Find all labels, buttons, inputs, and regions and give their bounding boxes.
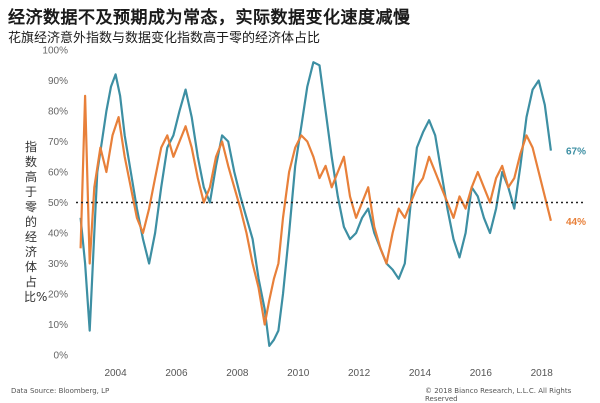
chart-title: 经济数据不及预期成为常态，实际数据变化速度减慢 bbox=[8, 8, 411, 28]
x-tick-label: 2004 bbox=[104, 368, 127, 379]
x-tick-label: 2012 bbox=[348, 368, 371, 379]
series-lines bbox=[79, 61, 552, 347]
x-tick-label: 2006 bbox=[165, 368, 188, 379]
end-label-series-1: 67% bbox=[566, 147, 586, 158]
x-axis-ticks: 2004 2006 2008 2010 2012 2014 2016 2018 bbox=[104, 368, 553, 379]
y-tick-label: 90% bbox=[48, 76, 68, 87]
end-label-series-2: 44% bbox=[566, 217, 586, 228]
series-line-2 bbox=[79, 94, 552, 326]
end-labels: 67% 44% bbox=[566, 147, 586, 228]
x-tick-label: 2016 bbox=[470, 368, 493, 379]
x-tick-label: 2010 bbox=[287, 368, 310, 379]
y-tick-label: 10% bbox=[48, 320, 68, 331]
copyright-note: © 2018 Bianco Research, L.L.C. All Right… bbox=[425, 387, 572, 403]
x-tick-label: 2018 bbox=[531, 368, 554, 379]
y-tick-label: 40% bbox=[48, 229, 68, 240]
y-tick-label: 100% bbox=[42, 46, 68, 57]
y-tick-label: 60% bbox=[48, 168, 68, 179]
y-tick-label: 0% bbox=[54, 351, 69, 362]
x-tick-label: 2008 bbox=[226, 368, 249, 379]
series-line-1 bbox=[79, 61, 552, 347]
y-axis-ticks: 0% 10% 20% 30% 40% 50% 60% 70% 80% 90% 100% bbox=[42, 46, 68, 362]
y-tick-label: 80% bbox=[48, 107, 68, 118]
y-tick-label: 30% bbox=[48, 259, 68, 270]
x-tick-label: 2014 bbox=[409, 368, 432, 379]
y-tick-label: 20% bbox=[48, 290, 68, 301]
y-tick-label: 70% bbox=[48, 137, 68, 148]
chart-subtitle: 花旗经济意外指数与数据变化指数高于零的经济体占比 bbox=[8, 31, 321, 46]
y-tick-label: 50% bbox=[48, 198, 68, 209]
data-source-note: Data Source: Bloomberg, LP bbox=[11, 387, 110, 395]
